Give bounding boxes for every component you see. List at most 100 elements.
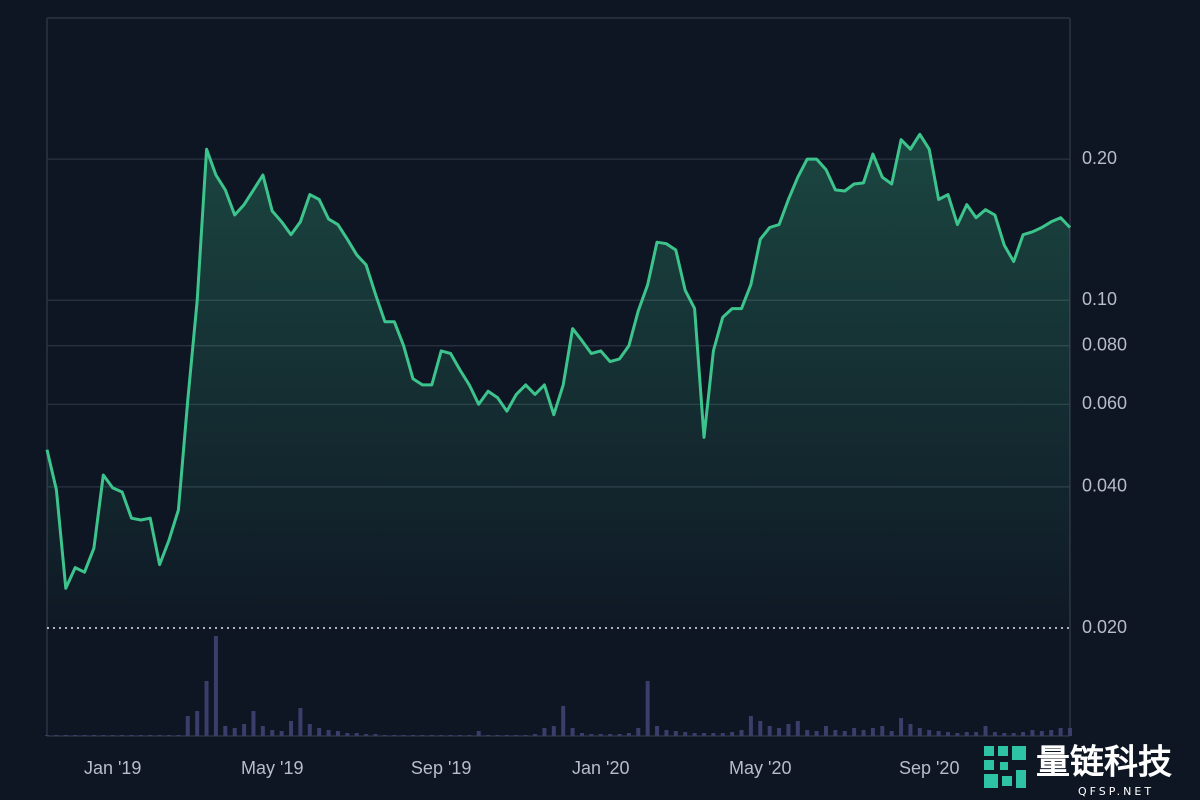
volume-bar [786, 724, 791, 736]
volume-bar [1002, 733, 1007, 736]
volume-bar [373, 734, 378, 736]
volume-bar [138, 735, 143, 736]
volume-bar [1021, 732, 1026, 736]
x-tick-label: Jan '20 [572, 758, 629, 778]
volume-bar [899, 718, 904, 736]
y-tick-label: 0.080 [1082, 334, 1127, 354]
volume-bar [204, 681, 209, 736]
volume-bar [504, 735, 509, 736]
volume-bar [495, 735, 500, 736]
y-tick-label: 0.020 [1082, 617, 1127, 637]
volume-bar [232, 728, 237, 736]
volume-bar [626, 733, 631, 736]
volume-bar [608, 734, 613, 736]
volume-bar [148, 735, 153, 736]
volume-bar [45, 735, 49, 736]
volume-bar [420, 735, 425, 736]
volume-bar [54, 735, 59, 736]
volume-bar [101, 735, 106, 736]
volume-bar [289, 721, 294, 736]
volume-bar [908, 724, 913, 736]
volume-bar [514, 735, 519, 736]
volume-bar [251, 711, 256, 736]
volume-bar [1049, 730, 1054, 736]
volume-bar [589, 734, 594, 736]
volume-bar [983, 726, 988, 736]
volume-bar [457, 735, 462, 736]
volume-bar [335, 731, 340, 736]
volume-bar [157, 735, 162, 736]
volume-bar [645, 681, 650, 736]
volume-bar [73, 735, 78, 736]
volume-bar [326, 730, 331, 736]
volume-bar [120, 735, 125, 736]
volume-bar [317, 728, 322, 736]
y-tick-label: 0.060 [1082, 393, 1127, 413]
volume-bar [889, 731, 894, 736]
volume-bar [927, 730, 932, 736]
volume-bar [1030, 730, 1035, 736]
volume-bar [842, 731, 847, 736]
volume-bar [82, 735, 87, 736]
volume-bar [185, 716, 190, 736]
volume-bar [91, 735, 96, 736]
volume-bar [345, 733, 350, 736]
volume-bar [767, 726, 772, 736]
volume-bar [880, 726, 885, 736]
volume-bar [852, 728, 857, 736]
volume-bar [382, 735, 387, 736]
volume-bar [242, 724, 247, 736]
volume-bar [542, 728, 547, 736]
plot-layer: 0.020 0.040 0.060 0.080 0.10 0.20 Jan '19 May '… [45, 132, 1127, 778]
volume-bar [795, 721, 800, 736]
volume-bar [814, 731, 819, 736]
volume-bar [936, 731, 941, 736]
volume-bar [533, 734, 538, 736]
volume-bar [279, 731, 284, 736]
volume-bar [673, 731, 678, 736]
volume-bar [917, 728, 922, 736]
volume-bar [730, 732, 735, 736]
volume-bar [213, 636, 218, 736]
volume-bar [354, 733, 359, 736]
volume-bar [476, 731, 481, 736]
x-tick-label: Sep '20 [899, 758, 960, 778]
volume-bar [298, 708, 303, 736]
volume-bar [992, 732, 997, 736]
volume-bar [739, 730, 744, 736]
volume-bar [833, 730, 838, 736]
volume-bar [1011, 733, 1016, 736]
price-area [47, 134, 1070, 629]
volume-bar [486, 735, 491, 736]
volume-bar [748, 716, 753, 736]
volume-bar [579, 733, 584, 736]
volume-bar [777, 728, 782, 736]
volume-bar [870, 728, 875, 736]
volume-bar [636, 728, 641, 736]
volume-bar [720, 733, 725, 736]
volume-bar [1058, 728, 1063, 736]
volume-bar [945, 732, 950, 736]
volume-bar [195, 711, 200, 736]
volume-bar [692, 733, 697, 736]
volume-bar [711, 733, 716, 736]
price-line [45, 132, 1072, 590]
volume-bar [598, 734, 603, 736]
volume-bar [63, 735, 68, 736]
y-tick-label: 0.10 [1082, 289, 1117, 309]
volume-bar [467, 735, 472, 736]
volume-bar [655, 726, 660, 736]
volume-bar [439, 735, 444, 736]
volume-bar [974, 732, 979, 736]
volume-bar [167, 735, 172, 736]
volume-bar [955, 733, 960, 736]
y-tick-label: 0.040 [1082, 476, 1127, 496]
volume-bar [683, 732, 688, 736]
volume-bar [260, 726, 265, 736]
volume-bar [364, 734, 369, 736]
x-tick-label: Jan '19 [84, 758, 141, 778]
y-tick-label: 0.20 [1082, 148, 1117, 168]
watermark: 量链科技 QFSP.NET [976, 738, 1200, 800]
volume-bar [617, 734, 622, 736]
volume-bar [861, 730, 866, 736]
